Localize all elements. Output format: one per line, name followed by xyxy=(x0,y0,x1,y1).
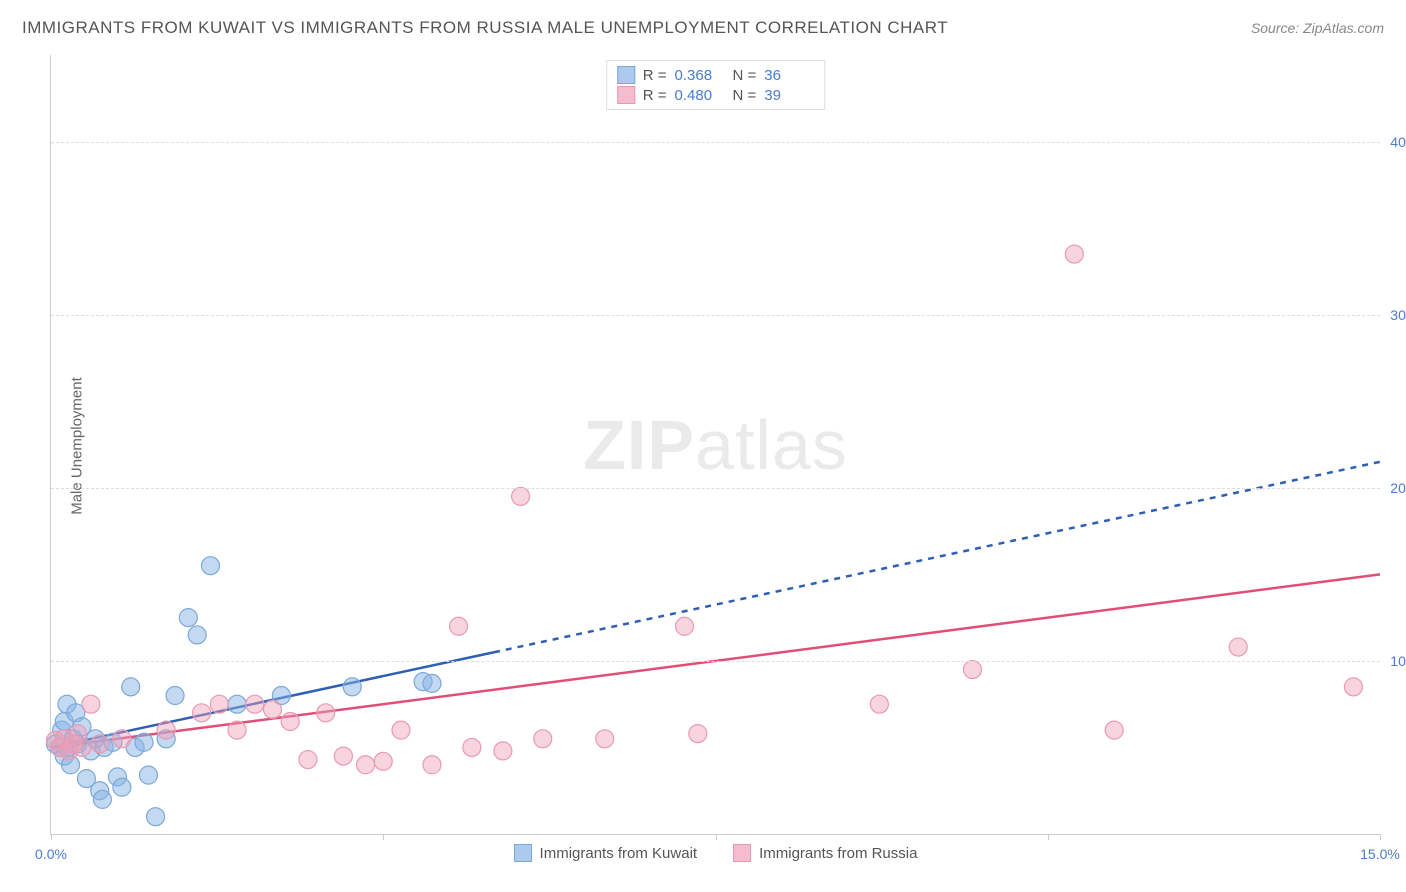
point-russia xyxy=(494,742,512,760)
point-russia xyxy=(281,712,299,730)
point-russia xyxy=(1105,721,1123,739)
point-russia xyxy=(963,661,981,679)
point-russia xyxy=(299,751,317,769)
point-kuwait xyxy=(93,790,111,808)
point-russia xyxy=(689,725,707,743)
plot-svg xyxy=(51,55,1380,834)
legend-swatch-russia xyxy=(733,844,751,862)
point-russia xyxy=(512,487,530,505)
y-tick-label: 10.0% xyxy=(1390,653,1406,669)
trend-line-kuwait-extrapolated xyxy=(494,462,1380,652)
x-tick xyxy=(1380,834,1381,840)
source-attribution: Source: ZipAtlas.com xyxy=(1251,20,1384,36)
x-tick xyxy=(51,834,52,840)
point-russia xyxy=(534,730,552,748)
x-tick xyxy=(716,834,717,840)
point-russia xyxy=(73,738,91,756)
point-russia xyxy=(1065,245,1083,263)
point-russia xyxy=(264,700,282,718)
point-kuwait xyxy=(201,557,219,575)
point-russia xyxy=(870,695,888,713)
point-russia xyxy=(392,721,410,739)
x-tick xyxy=(383,834,384,840)
point-russia xyxy=(82,695,100,713)
point-russia xyxy=(1344,678,1362,696)
grid-line xyxy=(51,488,1380,489)
y-tick-label: 30.0% xyxy=(1390,307,1406,323)
point-russia xyxy=(357,756,375,774)
point-russia xyxy=(246,695,264,713)
point-russia xyxy=(157,721,175,739)
point-kuwait xyxy=(228,695,246,713)
point-russia xyxy=(113,730,131,748)
y-tick-label: 20.0% xyxy=(1390,480,1406,496)
point-russia xyxy=(1229,638,1247,656)
point-russia xyxy=(210,695,228,713)
x-tick-label: 15.0% xyxy=(1360,846,1400,862)
point-kuwait xyxy=(166,687,184,705)
point-kuwait xyxy=(188,626,206,644)
x-tick xyxy=(1048,834,1049,840)
point-kuwait xyxy=(139,766,157,784)
point-russia xyxy=(193,704,211,722)
series-label-kuwait: Immigrants from Kuwait xyxy=(540,845,698,862)
point-russia xyxy=(334,747,352,765)
point-russia xyxy=(450,617,468,635)
point-kuwait xyxy=(423,674,441,692)
series-legend-item: Immigrants from Russia xyxy=(733,844,917,862)
point-russia xyxy=(463,738,481,756)
point-kuwait xyxy=(179,609,197,627)
x-tick-label: 0.0% xyxy=(35,846,67,862)
point-russia xyxy=(675,617,693,635)
series-legend-item: Immigrants from Kuwait xyxy=(514,844,698,862)
series-label-russia: Immigrants from Russia xyxy=(759,845,917,862)
series-legend: Immigrants from Kuwait Immigrants from R… xyxy=(514,844,918,862)
grid-line xyxy=(51,661,1380,662)
point-kuwait xyxy=(147,808,165,826)
point-russia xyxy=(423,756,441,774)
point-russia xyxy=(91,735,109,753)
chart-title: IMMIGRANTS FROM KUWAIT VS IMMIGRANTS FRO… xyxy=(22,18,948,38)
point-russia xyxy=(374,752,392,770)
point-russia xyxy=(228,721,246,739)
point-kuwait xyxy=(135,733,153,751)
point-kuwait xyxy=(113,778,131,796)
plot-area: ZIPatlas R = 0.368 N = 36 R = 0.480 N = … xyxy=(50,55,1380,835)
grid-line xyxy=(51,315,1380,316)
point-kuwait xyxy=(343,678,361,696)
point-russia xyxy=(317,704,335,722)
y-tick-label: 40.0% xyxy=(1390,134,1406,150)
grid-line xyxy=(51,142,1380,143)
point-russia xyxy=(596,730,614,748)
point-kuwait xyxy=(122,678,140,696)
legend-swatch-kuwait xyxy=(514,844,532,862)
